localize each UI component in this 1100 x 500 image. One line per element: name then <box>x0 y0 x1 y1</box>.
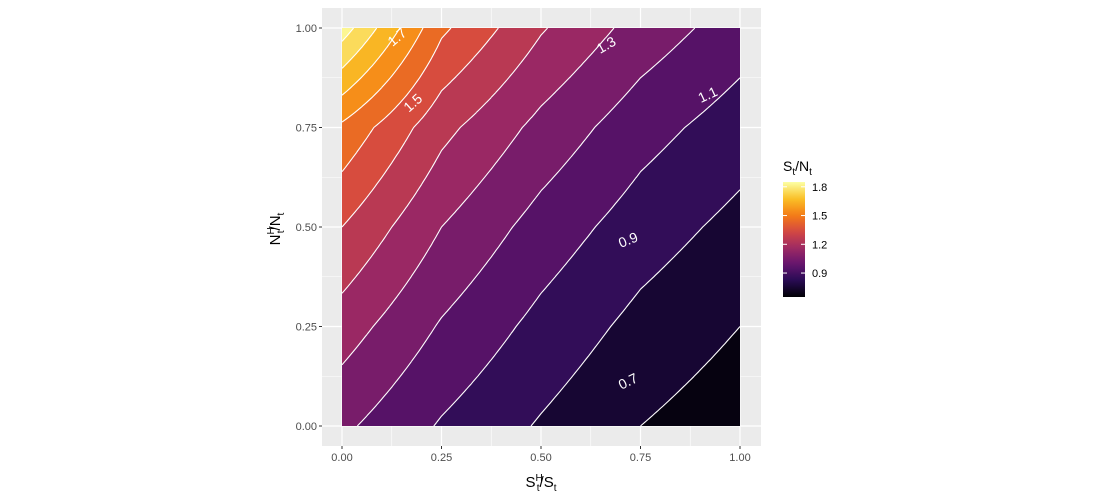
contour-fill <box>342 28 740 426</box>
contour-label: 0.9 <box>616 229 640 251</box>
y-tick-label: 0.75 <box>296 123 317 135</box>
contour-label: 1.1 <box>695 83 720 106</box>
legend-label: 1.8 <box>812 182 827 194</box>
contour-lines <box>341 27 741 427</box>
contour-line-1.3 <box>341 27 499 228</box>
x-axis: 0.00 0.25 0.50 0.75 1.00 <box>331 446 751 464</box>
contour-line-0.7 <box>640 326 741 427</box>
x-tick-label: 1.00 <box>729 452 750 464</box>
y-tick-label: 0.00 <box>296 421 317 433</box>
contour-label: 0.7 <box>616 370 641 393</box>
contour-line-1.1 <box>341 27 615 366</box>
contour-line-1.2 <box>341 27 549 294</box>
contour-line-0.8 <box>530 189 741 427</box>
x-tick-label: 0.50 <box>530 452 551 464</box>
y-tick-label: 1.00 <box>296 23 317 35</box>
x-axis-title: SH t/St <box>526 473 557 494</box>
contour-line-1.4 <box>341 27 452 173</box>
contour-line-1.7 <box>341 27 378 69</box>
y-axis-title: NHt/Nt <box>266 212 287 245</box>
legend-label: 0.9 <box>812 268 827 280</box>
y-axis: 0.00 0.25 0.50 0.75 1.00 <box>296 23 322 433</box>
y-tick-label: 0.50 <box>296 222 317 234</box>
contour-line-1.5 <box>341 27 424 123</box>
x-tick-label: 0.25 <box>431 452 452 464</box>
legend-title: St/Nt <box>783 158 812 178</box>
contour-line-0.9 <box>433 77 741 427</box>
contour-line-1 <box>356 27 696 427</box>
legend-colorbar <box>783 182 805 297</box>
y-tick-label: 0.25 <box>296 322 317 334</box>
x-tick-label: 0.75 <box>630 452 651 464</box>
legend-label: 1.5 <box>812 211 827 223</box>
legend-label: 1.2 <box>812 239 827 251</box>
color-legend: St/Nt 0.9 1.2 1.5 1.8 <box>783 158 827 297</box>
x-tick-label: 0.00 <box>331 452 352 464</box>
contour-fill-raster <box>342 28 740 426</box>
contour-line-1.6 <box>341 27 401 96</box>
contour-line-1.8 <box>341 27 355 42</box>
